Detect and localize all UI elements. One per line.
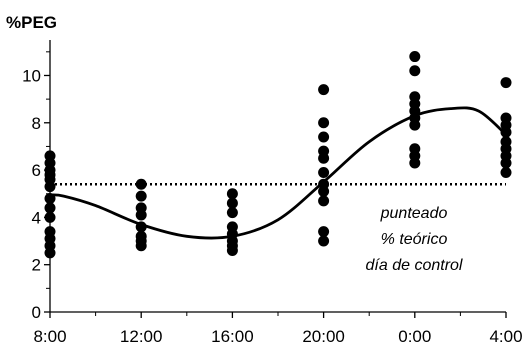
data-point [226,188,238,200]
y-tick-label: 10 [22,66,41,85]
data-point [318,185,330,197]
annotation-line: día de control [366,257,463,274]
data-point [318,84,330,96]
data-point [44,202,56,214]
data-point [44,211,56,223]
data-point [409,119,421,131]
data-point [318,195,330,207]
data-points [44,51,512,259]
data-point [500,166,512,178]
data-point [135,190,147,202]
data-point [318,235,330,247]
data-point [500,157,512,169]
y-tick-label: 8 [32,114,41,133]
data-point [135,221,147,233]
y-ticks: 0 2 4 6 8 10 [22,51,50,322]
x-ticks: 8:00 12:00 16:00 20:00 0:00 4:00 [33,312,523,346]
y-tick-label: 2 [32,256,41,275]
annotation: punteado % teórico día de control [366,205,463,274]
data-point [44,192,56,204]
x-tick-label: 12:00 [120,327,163,346]
data-point [409,157,421,169]
data-point [500,126,512,138]
data-point [44,247,56,259]
y-tick-label: 4 [32,208,41,227]
y-axis-label: %PEG [6,13,57,32]
data-point [409,65,421,77]
data-point [135,240,147,252]
data-point [44,181,56,193]
data-point [500,77,512,89]
fit-curve [49,106,507,240]
data-point [318,152,330,164]
x-tick-label: 4:00 [489,327,522,346]
data-point [318,226,330,238]
y-tick-label: 6 [32,161,41,180]
y-tick-label: 0 [32,303,41,322]
data-point [226,207,238,219]
x-tick-label: 8:00 [33,327,66,346]
x-tick-label: 0:00 [398,327,431,346]
data-point [135,178,147,190]
data-point [226,245,238,257]
annotation-line: punteado [380,205,448,222]
data-point [318,117,330,129]
annotation-line: % teórico [381,231,448,248]
data-point [226,197,238,209]
x-tick-label: 20:00 [302,327,345,346]
data-point [318,131,330,143]
data-point [409,51,421,63]
data-point [135,209,147,221]
data-point [318,166,330,178]
x-tick-label: 16:00 [211,327,254,346]
